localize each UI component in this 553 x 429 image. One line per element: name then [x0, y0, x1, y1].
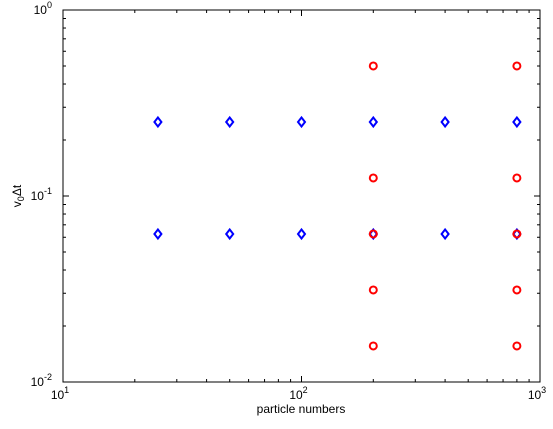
x-tick-label-base: 10	[51, 388, 65, 402]
diamond-marker	[153, 227, 163, 241]
circle-marker	[368, 173, 378, 183]
circle-marker	[512, 341, 522, 351]
circle-marker	[368, 341, 378, 351]
y-tick-label: 100	[34, 0, 52, 17]
x-tick-label-exponent: 1	[64, 385, 69, 395]
y-tick-label-exponent: -1	[44, 186, 52, 196]
circle-marker	[368, 285, 378, 295]
x-tick-label: 102	[289, 385, 307, 402]
diamond-marker	[153, 115, 163, 129]
y-tick-label-exponent: 0	[47, 0, 52, 10]
circle-marker	[512, 173, 522, 183]
circle-marker	[512, 61, 522, 71]
circle-marker	[368, 61, 378, 71]
y-tick-label-base: 10	[34, 3, 48, 17]
x-tick-label: 101	[51, 385, 69, 402]
diamond-marker	[368, 115, 379, 129]
x-tick-label-exponent: 3	[541, 385, 546, 395]
y-tick-label: 10-2	[31, 372, 52, 389]
diamond-marker	[440, 227, 450, 241]
x-tick-label: 103	[528, 385, 546, 402]
circle-marker	[512, 229, 522, 239]
x-axis-label: particle numbers	[257, 402, 346, 416]
x-tick-label-base: 10	[528, 388, 542, 402]
diamond-marker	[296, 115, 307, 129]
diamond-marker	[224, 115, 235, 129]
circle-marker	[512, 285, 522, 295]
diamond-marker	[512, 115, 522, 129]
diamond-marker	[224, 227, 235, 241]
data-points	[153, 61, 522, 351]
plot-frame	[62, 9, 541, 383]
y-axis-label-rest: Δt	[10, 184, 24, 196]
y-axis-label-main: v	[10, 201, 24, 207]
tick-marks	[62, 9, 541, 383]
diamond-marker	[296, 227, 307, 241]
diamond-marker	[440, 115, 450, 129]
y-tick-label-base: 10	[31, 189, 45, 203]
x-tick-label-exponent: 2	[303, 385, 308, 395]
x-tick-label-base: 10	[289, 388, 303, 402]
y-axis-label: v0Δt	[10, 184, 26, 207]
y-tick-label-exponent: -2	[44, 372, 52, 382]
circle-marker	[368, 229, 378, 239]
y-axis-label-subscript: 0	[16, 196, 26, 201]
y-tick-label: 10-1	[31, 186, 52, 203]
y-tick-label-base: 10	[31, 375, 45, 389]
